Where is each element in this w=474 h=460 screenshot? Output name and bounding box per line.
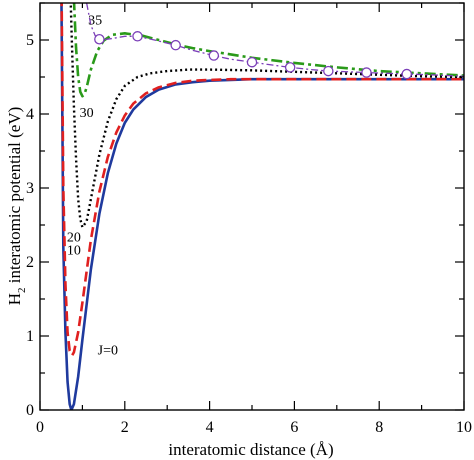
x-tick-label: 10 bbox=[456, 419, 472, 436]
series-line-35 bbox=[86, 3, 464, 77]
y-tick-label: 1 bbox=[26, 328, 34, 345]
curve-label: J=0 bbox=[98, 344, 118, 359]
x-tick-label: 8 bbox=[375, 419, 383, 436]
series-marker bbox=[208, 50, 220, 61]
y-tick-label: 3 bbox=[26, 180, 34, 197]
x-tick-label: 6 bbox=[290, 419, 298, 436]
curve-label: 20 bbox=[67, 230, 81, 245]
series-marker bbox=[170, 39, 181, 51]
curve-label: 30 bbox=[80, 106, 94, 121]
series-marker bbox=[132, 31, 143, 42]
series-marker bbox=[361, 67, 372, 78]
y-axis-title: H2 interatomic potential (eV) bbox=[5, 107, 28, 306]
series-line-30 bbox=[72, 3, 464, 98]
y-tick-label: 2 bbox=[26, 254, 34, 271]
series-marker bbox=[401, 68, 413, 80]
curves-layer bbox=[60, 3, 464, 410]
tick-labels-layer: 0 2 4 6 8 10 0 1 2 3 4 5 bbox=[26, 32, 472, 436]
y-tick-label: 4 bbox=[26, 106, 34, 123]
series-line-j0 bbox=[60, 3, 464, 410]
y-axis-title-subscript: 2 bbox=[16, 288, 28, 294]
x-tick-label: 0 bbox=[36, 419, 44, 436]
x-tick-label: 4 bbox=[206, 419, 214, 436]
ticks-layer bbox=[39, 2, 465, 411]
x-tick-label: 2 bbox=[121, 419, 129, 436]
x-axis-title: interatomic distance (Å) bbox=[168, 440, 333, 459]
series-line-20 bbox=[69, 3, 464, 229]
y-tick-label: 5 bbox=[26, 32, 34, 49]
series-marker bbox=[284, 62, 296, 73]
series-marker bbox=[323, 65, 334, 77]
curve-label: 10 bbox=[67, 244, 81, 259]
markers-layer bbox=[94, 31, 413, 80]
y-axis-title-main: H bbox=[5, 293, 24, 305]
series-marker bbox=[94, 34, 105, 45]
y-axis-title-rest: interatomic potential (eV) bbox=[5, 107, 24, 288]
curve-label: 35 bbox=[88, 13, 102, 28]
series-marker bbox=[246, 56, 258, 68]
y-tick-label: 0 bbox=[26, 402, 34, 419]
series-line-10 bbox=[60, 3, 464, 357]
